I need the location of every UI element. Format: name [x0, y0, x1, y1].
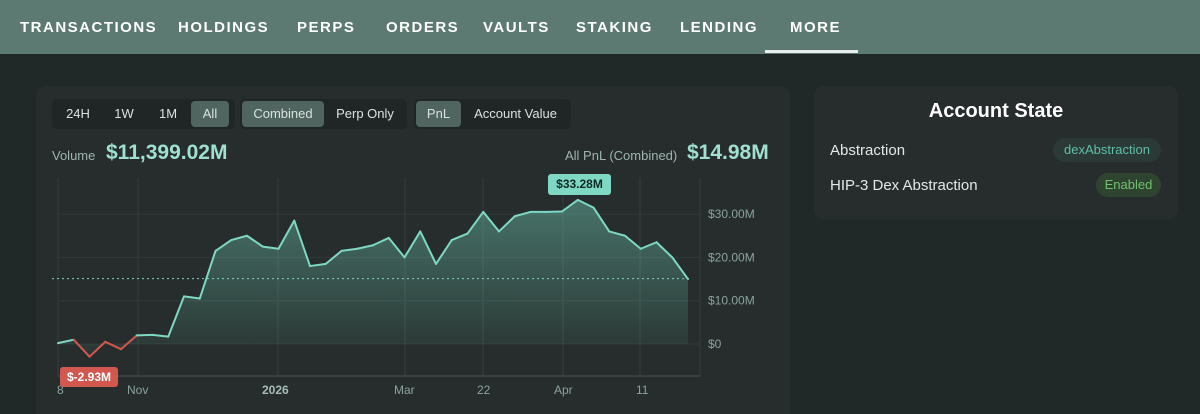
abstraction-badge: dexAbstraction — [1053, 138, 1161, 162]
y-tick-label: $0 — [708, 337, 722, 351]
range-24h-button[interactable]: 24H — [66, 106, 90, 121]
top-nav: TRANSACTIONS HOLDINGS PERPS ORDERS VAULT… — [0, 0, 1200, 54]
x-tick-label: 22 — [477, 383, 491, 397]
max-value-badge: $33.28M — [548, 174, 611, 195]
pnl-line-segment — [167, 295, 185, 338]
x-tick-label: Apr — [554, 383, 573, 397]
tab-perps[interactable]: PERPS — [297, 19, 356, 36]
pnl-line-segment — [435, 239, 453, 265]
tab-transactions[interactable]: TRANSACTIONS — [20, 19, 158, 36]
x-tick-label: 2026 — [262, 383, 289, 397]
pnl-line-segment — [403, 230, 422, 259]
pnl-line-segment — [151, 333, 170, 338]
pnl-line-segment — [183, 295, 201, 300]
pnl-line-segment — [198, 249, 217, 300]
pnl-area-fill — [58, 199, 688, 357]
pnl-line-segment — [88, 340, 107, 358]
tab-lending[interactable]: LENDING — [680, 19, 758, 36]
pnl-line-segment — [340, 247, 359, 252]
pnl-line-segment — [624, 234, 642, 250]
pnl-line-segment — [671, 256, 689, 281]
active-tab-indicator — [765, 50, 858, 53]
pnl-line-segment — [214, 239, 233, 252]
x-tick-label: 8 — [57, 383, 64, 397]
scope-perp-only-button[interactable]: Perp Only — [336, 106, 394, 121]
account-state-title: Account State — [928, 100, 1064, 122]
tab-orders[interactable]: ORDERS — [386, 19, 460, 36]
y-tick-label: $30.00M — [708, 207, 755, 221]
pnl-line-segment — [608, 230, 626, 237]
pnl-line-segment — [293, 219, 311, 268]
pnl-line-segment — [419, 230, 437, 265]
metric-pnl-button[interactable]: PnL — [416, 101, 461, 127]
pnl-line-segment — [277, 219, 296, 250]
pnl-line-segment — [639, 241, 658, 250]
y-tick-label: $10.00M — [708, 294, 755, 308]
x-tick-label: Nov — [127, 383, 148, 397]
pnl-line-segment — [120, 334, 138, 351]
range-all-button[interactable]: All — [191, 101, 229, 127]
y-tick-label: $20.00M — [708, 250, 755, 264]
pnl-line-segment — [72, 338, 91, 358]
pnl-line-segment — [372, 236, 390, 247]
metric-account-value-button[interactable]: Account Value — [474, 106, 557, 121]
min-value-badge: $-2.93M — [60, 367, 118, 387]
x-tick-label: Mar — [394, 383, 415, 397]
pnl-value: $14.98M — [687, 141, 769, 164]
pnl-line-segment — [230, 234, 248, 242]
pnl-line-segment — [387, 236, 406, 259]
tab-staking[interactable]: STAKING — [576, 19, 653, 36]
x-tick-label: 11 — [636, 383, 649, 397]
pnl-line-segment — [655, 241, 674, 259]
range-1w-button[interactable]: 1W — [114, 106, 134, 121]
range-1m-button[interactable]: 1M — [158, 106, 178, 121]
pnl-line-segment — [57, 338, 75, 345]
tab-vaults[interactable]: VAULTS — [483, 19, 550, 36]
pnl-line-segment — [246, 234, 264, 248]
pnl-line-segment — [466, 210, 485, 235]
pnl-line-segment — [356, 244, 374, 250]
volume-value: $11,399.02M — [106, 141, 228, 164]
pnl-label: All PnL (Combined) — [565, 148, 678, 163]
pnl-line-segment — [576, 198, 595, 209]
tab-holdings[interactable]: HOLDINGS — [178, 19, 270, 36]
pnl-line-segment — [498, 215, 516, 233]
abstraction-label: Abstraction — [830, 142, 906, 159]
pnl-line-segment — [561, 198, 579, 213]
tab-more[interactable]: MORE — [790, 19, 841, 36]
pnl-line-segment — [450, 232, 469, 242]
scope-combined-button[interactable]: Combined — [242, 101, 324, 127]
pnl-line-segment — [482, 210, 500, 233]
volume-label: Volume — [52, 148, 96, 163]
hip3-label: HIP-3 Dex Abstraction — [830, 177, 978, 194]
pnl-line-segment — [261, 245, 280, 250]
pnl-line-segment — [592, 206, 611, 233]
pnl-line-segment — [104, 340, 122, 351]
pnl-line-segment — [309, 262, 327, 268]
hip3-status-badge: Enabled — [1096, 173, 1161, 197]
pnl-line-segment — [513, 210, 532, 218]
pnl-line-segment — [324, 249, 343, 265]
